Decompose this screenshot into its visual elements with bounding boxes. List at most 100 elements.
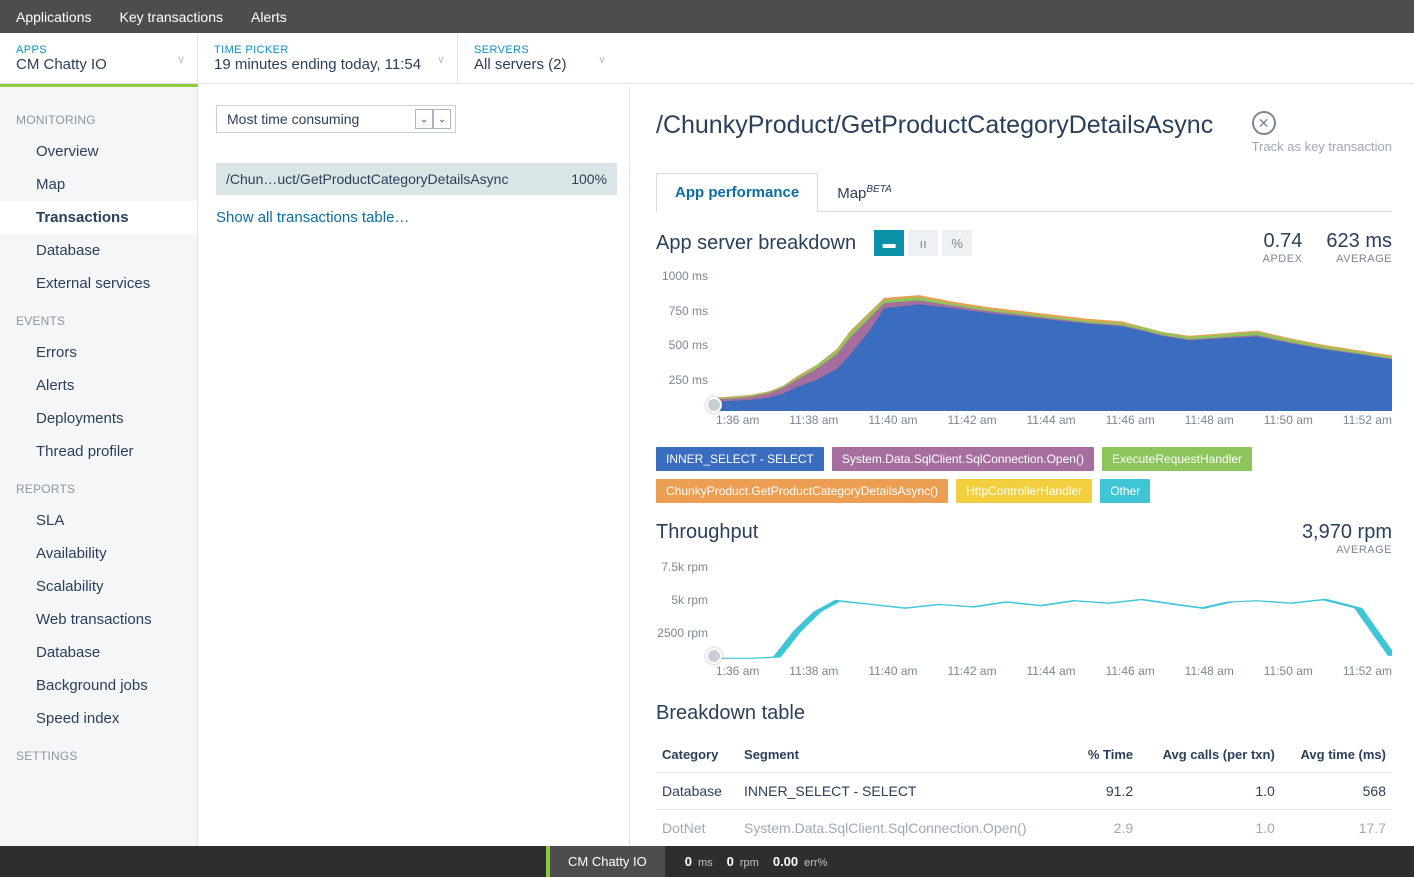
transaction-row[interactable]: /Chun…uct/GetProductCategoryDetailsAsync… xyxy=(216,163,617,195)
y-axis-label: 750 ms xyxy=(669,304,708,318)
sidebar-item-errors[interactable]: Errors xyxy=(0,336,197,369)
sidebar-item-web-transactions[interactable]: Web transactions xyxy=(0,603,197,636)
metric: 3,970 rpmAVERAGE xyxy=(1302,521,1392,556)
tab-map[interactable]: MapBETA xyxy=(818,173,911,212)
transaction-list-panel: Most time consuming ⌄ ⌄ /Chun…uct/GetPro… xyxy=(198,87,630,849)
time-label: TIME PICKER xyxy=(214,44,441,56)
x-axis-label: 11:48 am xyxy=(1185,413,1234,433)
sort-dropdown[interactable]: Most time consuming ⌄ ⌄ xyxy=(216,105,456,133)
dropdown-arrow-icon[interactable]: ⌄ xyxy=(415,109,433,129)
apps-value: CM Chatty IO xyxy=(16,56,181,73)
sidebar-item-thread-profiler[interactable]: Thread profiler xyxy=(0,435,197,468)
dropdown-arrow-icon[interactable]: ⌄ xyxy=(433,109,451,129)
legend-item[interactable]: ExecuteRequestHandler xyxy=(1102,447,1252,471)
nav-alerts[interactable]: Alerts xyxy=(251,9,287,25)
breakdown-chart[interactable]: 1000 ms750 ms500 ms250 ms 1:36 am11:38 a… xyxy=(656,273,1392,433)
table-header: Avg time (ms) xyxy=(1281,737,1392,773)
legend-item[interactable]: HttpControllerHandler xyxy=(956,479,1092,503)
apps-label: APPS xyxy=(16,44,181,56)
apps-picker[interactable]: APPS CM Chatty IO ∨ xyxy=(0,33,198,83)
sidebar-item-database[interactable]: Database xyxy=(0,636,197,669)
breakdown-table: CategorySegment% TimeAvg calls (per txn)… xyxy=(656,737,1392,846)
x-axis-label: 11:42 am xyxy=(947,664,996,684)
percent-icon[interactable]: % xyxy=(942,230,972,256)
sidebar-item-transactions[interactable]: Transactions xyxy=(0,201,198,234)
y-axis-label: 2500 rpm xyxy=(657,626,708,640)
status-metric-value: 0 xyxy=(727,854,734,869)
x-axis-label: 11:40 am xyxy=(868,413,917,433)
chevron-down-icon: ∨ xyxy=(437,53,445,66)
detail-panel: /ChunkyProduct/GetProductCategoryDetails… xyxy=(630,87,1414,849)
sidebar-item-map[interactable]: Map xyxy=(0,168,197,201)
sidebar-item-deployments[interactable]: Deployments xyxy=(0,402,197,435)
tab-app-performance[interactable]: App performance xyxy=(656,173,818,212)
legend-item[interactable]: Other xyxy=(1100,479,1150,503)
throughput-chart[interactable]: 7.5k rpm5k rpm2500 rpm 1:36 am11:38 am11… xyxy=(656,564,1392,684)
time-picker[interactable]: TIME PICKER 19 minutes ending today, 11:… xyxy=(198,33,458,83)
time-value: 19 minutes ending today, 11:54 xyxy=(214,56,441,73)
sidebar-item-overview[interactable]: Overview xyxy=(0,135,197,168)
table-row[interactable]: DotNetSystem.Data.SqlClient.SqlConnectio… xyxy=(656,810,1392,847)
sidebar-group-head: SETTINGS xyxy=(0,735,197,771)
table-header: Avg calls (per txn) xyxy=(1139,737,1281,773)
x-axis-label: 11:44 am xyxy=(1027,413,1076,433)
detail-tabs: App performanceMapBETA xyxy=(656,172,1392,212)
sidebar-item-alerts[interactable]: Alerts xyxy=(0,369,197,402)
chevron-down-icon: ∨ xyxy=(598,53,606,66)
time-slider-handle[interactable] xyxy=(706,648,722,664)
y-axis-label: 5k rpm xyxy=(671,593,708,607)
x-axis-label: 1:36 am xyxy=(716,664,759,684)
filter-row: APPS CM Chatty IO ∨ TIME PICKER 19 minut… xyxy=(0,33,1414,84)
sidebar: MONITORINGOverviewMapTransactionsDatabas… xyxy=(0,87,198,849)
metric: 0.74APDEX xyxy=(1263,230,1303,265)
x-axis-label: 11:40 am xyxy=(868,664,917,684)
servers-value: All servers (2) xyxy=(474,56,602,73)
y-axis-label: 7.5k rpm xyxy=(661,560,708,574)
time-slider-handle[interactable] xyxy=(706,397,722,413)
x-axis-label: 11:48 am xyxy=(1185,664,1234,684)
nav-key-transactions[interactable]: Key transactions xyxy=(120,9,224,25)
servers-label: SERVERS xyxy=(474,44,602,56)
sidebar-item-availability[interactable]: Availability xyxy=(0,537,197,570)
servers-picker[interactable]: SERVERS All servers (2) ∨ xyxy=(458,33,618,83)
y-axis-label: 1000 ms xyxy=(662,269,708,283)
status-metric-value: 0 xyxy=(685,854,692,869)
close-button[interactable]: ✕ xyxy=(1252,111,1276,135)
sidebar-item-background-jobs[interactable]: Background jobs xyxy=(0,669,197,702)
sidebar-item-external-services[interactable]: External services xyxy=(0,267,197,300)
table-row[interactable]: DatabaseINNER_SELECT - SELECT91.21.0568 xyxy=(656,773,1392,810)
track-key-txn-link[interactable]: Track as key transaction xyxy=(1252,139,1392,154)
x-axis-label: 11:38 am xyxy=(789,413,838,433)
transaction-pct: 100% xyxy=(571,171,607,187)
sidebar-item-sla[interactable]: SLA xyxy=(0,504,197,537)
show-all-link[interactable]: Show all transactions table… xyxy=(216,209,409,226)
detail-title: /ChunkyProduct/GetProductCategoryDetails… xyxy=(656,111,1213,140)
x-axis-label: 11:44 am xyxy=(1027,664,1076,684)
status-metric-value: 0.00 xyxy=(773,854,798,869)
sidebar-item-scalability[interactable]: Scalability xyxy=(0,570,197,603)
sidebar-item-database[interactable]: Database xyxy=(0,234,197,267)
sidebar-item-speed-index[interactable]: Speed index xyxy=(0,702,197,735)
status-app-name[interactable]: CM Chatty IO xyxy=(550,846,665,877)
chevron-down-icon: ∨ xyxy=(177,53,185,66)
legend-item[interactable]: INNER_SELECT - SELECT xyxy=(656,447,824,471)
sidebar-group-head: EVENTS xyxy=(0,300,197,336)
breakdown-title: App server breakdown xyxy=(656,232,856,255)
area-chart-icon[interactable]: ▬ xyxy=(874,230,904,256)
x-axis-label: 11:52 am xyxy=(1343,413,1392,433)
status-metric-unit: rpm xyxy=(740,857,759,869)
breakdown-table-title: Breakdown table xyxy=(656,702,1392,725)
top-nav: Applications Key transactions Alerts xyxy=(0,0,1414,33)
x-axis-label: 11:50 am xyxy=(1264,413,1313,433)
x-axis-label: 11:50 am xyxy=(1264,664,1313,684)
legend-item[interactable]: System.Data.SqlClient.SqlConnection.Open… xyxy=(832,447,1094,471)
legend-item[interactable]: ChunkyProduct.GetProductCategoryDetailsA… xyxy=(656,479,948,503)
nav-applications[interactable]: Applications xyxy=(16,9,92,25)
bar-chart-icon[interactable]: ıı xyxy=(908,230,938,256)
x-axis-label: 1:36 am xyxy=(716,413,759,433)
y-axis-label: 500 ms xyxy=(669,338,708,352)
table-header: Category xyxy=(656,737,738,773)
status-bar: CM Chatty IO 0ms0rpm0.00err% xyxy=(0,846,1414,877)
breakdown-legend: INNER_SELECT - SELECT System.Data.SqlClie… xyxy=(656,447,1392,503)
sidebar-group-head: MONITORING xyxy=(0,99,197,135)
